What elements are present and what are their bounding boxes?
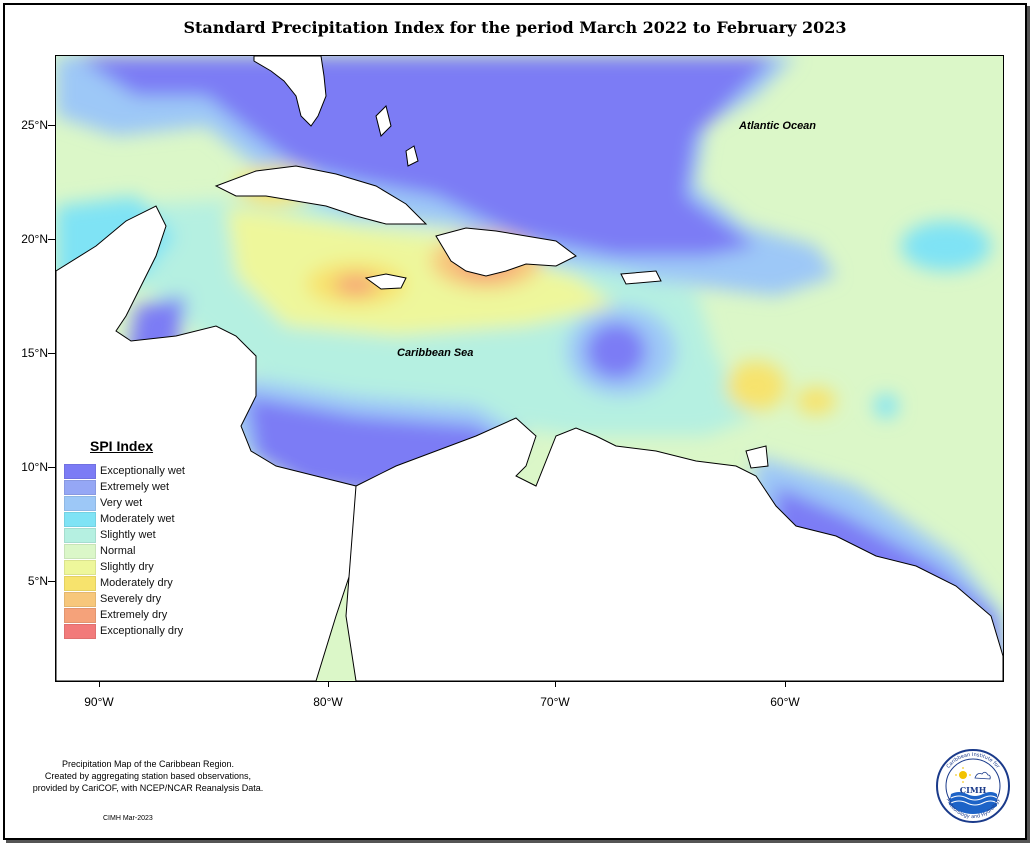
legend-label: Normal xyxy=(100,545,136,557)
legend-label: Severely dry xyxy=(100,593,162,605)
lat-tick-label: 5°N xyxy=(27,574,48,588)
legend-item: Normal xyxy=(64,543,204,559)
spi-map xyxy=(55,55,1004,682)
credits-text: Precipitation Map of the Caribbean Regio… xyxy=(8,758,288,794)
credits-line: provided by CariCOF, with NCEP/NCAR Rean… xyxy=(32,783,264,793)
lon-tick-mark xyxy=(785,681,786,687)
legend-item: Severely dry xyxy=(64,591,204,607)
legend-swatch xyxy=(64,463,96,479)
legend-item: Moderately wet xyxy=(64,511,204,527)
credits-line: Precipitation Map of the Caribbean Regio… xyxy=(61,759,235,769)
lat-tick-mark xyxy=(48,239,55,240)
legend-swatch xyxy=(64,607,96,623)
legend-label: Moderately dry xyxy=(100,577,173,589)
legend-swatch xyxy=(64,495,96,511)
legend-item: Exceptionally dry xyxy=(64,623,204,639)
map-title: Standard Precipitation Index for the per… xyxy=(183,18,847,37)
legend-item: Very wet xyxy=(64,495,204,511)
lat-tick-mark xyxy=(48,581,55,582)
land xyxy=(56,56,1003,681)
legend-swatch xyxy=(64,591,96,607)
legend-item: Moderately dry xyxy=(64,575,204,591)
cimh-logo-icon: CIMH Caribbean Institute for Meteorology… xyxy=(936,749,1010,823)
legend-label: Moderately wet xyxy=(100,513,175,525)
lat-tick-mark xyxy=(48,125,55,126)
legend-swatch xyxy=(64,527,96,543)
caribbean-sea-label: Caribbean Sea xyxy=(397,347,474,359)
lon-tick-mark xyxy=(328,681,329,687)
legend-label: Extremely dry xyxy=(100,609,168,621)
lat-tick-label: 15°N xyxy=(21,346,48,360)
legend-item: Slightly dry xyxy=(64,559,204,575)
legend-swatch xyxy=(64,543,96,559)
legend-label: Very wet xyxy=(100,497,143,509)
legend-label: Exceptionally wet xyxy=(100,465,185,477)
atlantic-ocean-label: Atlantic Ocean xyxy=(739,120,817,132)
lat-tick-label: 25°N xyxy=(21,118,48,132)
legend-item: Extremely wet xyxy=(64,479,204,495)
lon-tick-label: 60°W xyxy=(770,695,800,709)
credits-line: Created by aggregating station based obs… xyxy=(44,771,252,781)
spi-field xyxy=(56,56,1003,681)
legend-swatch xyxy=(64,479,96,495)
legend-label: Slightly wet xyxy=(100,529,156,541)
legend-label: Exceptionally dry xyxy=(100,625,184,637)
legend-title: SPI Index xyxy=(90,438,154,454)
legend-label: Slightly dry xyxy=(100,561,154,573)
lon-tick-mark xyxy=(555,681,556,687)
lon-tick-mark xyxy=(99,681,100,687)
spi-legend: SPI Index Exceptionally wet Extremely we… xyxy=(64,438,204,639)
date-stamp: CIMH Mar-2023 xyxy=(103,815,153,822)
legend-swatch xyxy=(64,623,96,639)
cimh-logo: CIMH Caribbean Institute for Meteorology… xyxy=(935,748,1011,824)
lat-tick-label: 20°N xyxy=(21,232,48,246)
lat-tick-mark xyxy=(48,353,55,354)
lat-tick-label: 10°N xyxy=(21,460,48,474)
lon-tick-label: 70°W xyxy=(540,695,570,709)
legend-swatch xyxy=(64,575,96,591)
legend-swatch xyxy=(64,511,96,527)
legend-label: Extremely wet xyxy=(100,481,170,493)
lon-tick-label: 80°W xyxy=(313,695,343,709)
logo-acronym: CIMH xyxy=(960,785,987,795)
legend-item: Extremely dry xyxy=(64,607,204,623)
lat-tick-mark xyxy=(48,467,55,468)
legend-item: Exceptionally wet xyxy=(64,463,204,479)
lon-tick-label: 90°W xyxy=(84,695,114,709)
legend-swatch xyxy=(64,559,96,575)
legend-item: Slightly wet xyxy=(64,527,204,543)
